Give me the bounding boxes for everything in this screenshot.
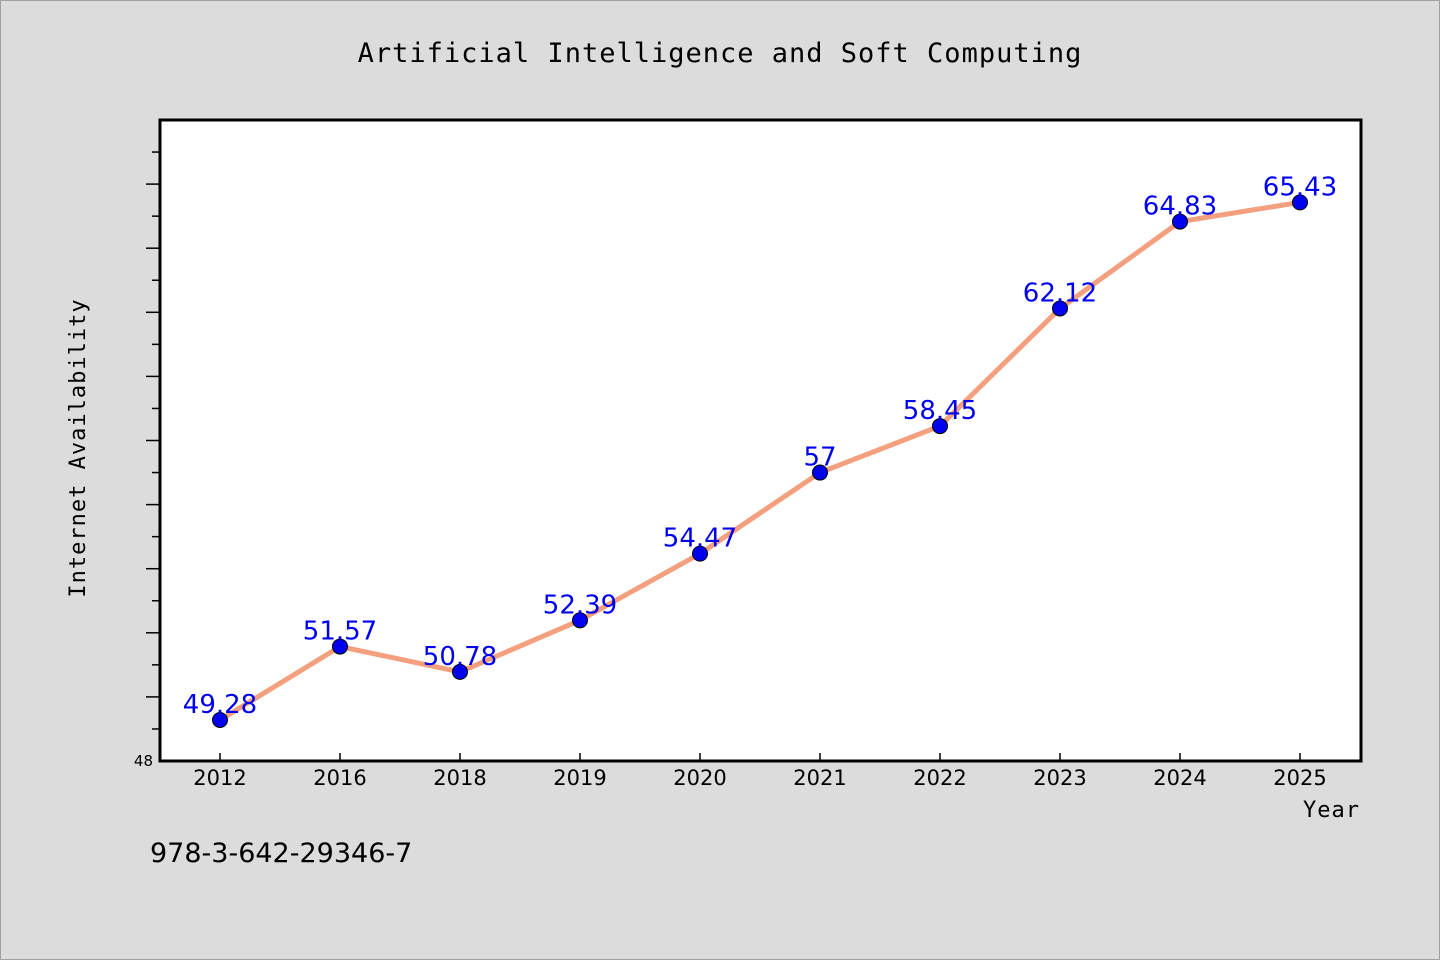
x-tick-label: 2018 [433,766,486,790]
x-tick-label: 2024 [1153,766,1206,790]
data-point [692,545,708,562]
data-point [1052,300,1068,317]
data-label: 54.47 [663,524,737,554]
data-label: 57 [803,443,836,473]
chart-title: Artificial Intelligence and Soft Computi… [358,38,1083,69]
data-label: 65.43 [1263,172,1337,202]
plot-border [158,118,1363,763]
data-point [332,638,348,655]
x-tick-label: 2012 [193,766,246,790]
data-point [212,711,228,728]
x-tick-label: 2023 [1033,766,1086,790]
data-label: 50.78 [423,642,497,672]
y-axis-title: Internet Availability [66,298,91,597]
x-tick-label: 2019 [553,766,606,790]
isbn-text: 978-3-642-29346-7 [150,838,412,869]
x-tick-label: 2016 [313,766,366,790]
x-tick-label: 2021 [793,766,846,790]
data-point [812,464,828,481]
x-tick-label: 2020 [673,766,726,790]
y-tick-label: 48 [134,752,153,770]
x-tick-label: 2025 [1273,766,1326,790]
x-tick-labels: 2012 2016 2018 2019 2020 2021 2022 2023 2024 2025 [193,766,1326,790]
series-line [217,199,1303,723]
series-markers [212,194,1308,728]
data-point [1172,213,1188,230]
data-point [932,418,948,435]
data-label: 62.12 [1023,278,1097,308]
data-label: 64.83 [1143,192,1217,222]
data-label: 49.28 [183,690,257,720]
data-label: 51.57 [303,617,377,647]
data-label: 52.39 [543,590,617,620]
data-labels: 49.28 51.57 50.78 52.39 54.47 57 58.45 62.12 64.… [183,172,1337,720]
x-tick-label: 2022 [913,766,966,790]
data-point [452,663,468,680]
data-point [1292,194,1308,211]
data-label: 58.45 [903,396,977,426]
y-axis-ticks [146,151,160,730]
x-axis-title: Year [1303,798,1360,823]
data-point [572,612,588,629]
plot-area [160,120,1361,761]
